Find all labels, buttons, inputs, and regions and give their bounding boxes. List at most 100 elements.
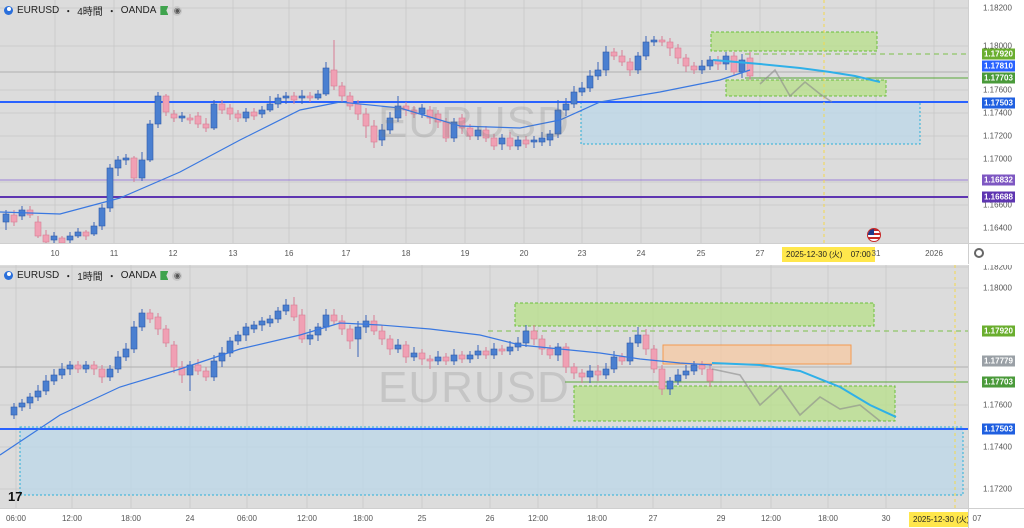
eye-icon[interactable]: ◉ — [172, 270, 183, 281]
tradingview-logo-icon[interactable]: 17 — [8, 489, 23, 504]
price-level-tag: 1.17779 — [982, 355, 1015, 367]
chart-canvas-1h[interactable] — [0, 265, 968, 508]
candle — [538, 335, 546, 355]
settings-gear-icon[interactable] — [974, 248, 984, 258]
candle — [522, 136, 530, 148]
candle-body — [346, 95, 354, 107]
candle-body — [178, 115, 186, 119]
legend-symbol[interactable]: EURUSD — [17, 5, 60, 16]
candle-body — [234, 113, 242, 119]
candle-body — [330, 69, 338, 87]
candle — [554, 343, 562, 361]
candle — [682, 365, 690, 379]
candle-body — [426, 358, 434, 362]
candle — [594, 62, 602, 80]
candle-body — [234, 334, 242, 342]
candle-body — [546, 133, 554, 141]
candle — [250, 108, 258, 120]
candle-body — [370, 125, 378, 143]
price-axis-4h[interactable]: 1.18200 1.18000 1.17600 1.17400 1.17200 1.170… — [968, 0, 1024, 243]
candle — [530, 325, 538, 345]
candle — [170, 341, 178, 373]
candle-body — [50, 374, 58, 382]
candle — [650, 345, 658, 373]
candle — [58, 236, 66, 243]
time-axis-4h[interactable]: 2025-12-30 (火) 07:00 10 11 12 13 16 17 18 19 20 2… — [0, 243, 968, 264]
candle — [698, 60, 706, 74]
time-tick-label: 27 — [648, 514, 658, 523]
candle-body — [178, 366, 186, 376]
candle — [378, 325, 386, 345]
axis-corner-1h[interactable]: 07 — [968, 508, 1024, 528]
time-tick-label: 23 — [577, 249, 587, 258]
candle — [266, 96, 274, 112]
candle-body — [618, 356, 626, 362]
candle-body — [34, 390, 42, 398]
legend-timeframe[interactable]: 1時間 — [77, 272, 103, 283]
time-tick-label: 12:00 — [61, 514, 83, 523]
candle-body — [466, 354, 474, 360]
candle-body — [266, 103, 274, 111]
candle — [538, 132, 546, 146]
axis-corner-4h[interactable] — [968, 243, 1024, 264]
chart-panel-1h[interactable]: EURUSD EURUSD ・ 1時間 ・ OANDA ◉ 17 1.18200… — [0, 265, 1024, 528]
candle — [562, 98, 570, 116]
legend-symbol[interactable]: EURUSD — [17, 270, 60, 281]
candle-body — [82, 364, 90, 370]
candle — [50, 369, 58, 385]
candle-body — [122, 348, 130, 358]
candle-body — [522, 139, 530, 145]
candle — [474, 345, 482, 359]
symbol-logo-icon — [4, 271, 13, 280]
candle-body — [274, 97, 282, 105]
candle-body — [2, 213, 10, 223]
candle-body — [250, 324, 258, 330]
candle — [658, 36, 666, 46]
candle — [706, 56, 714, 70]
candle-body — [578, 372, 586, 378]
eye-icon[interactable]: ◉ — [172, 5, 183, 16]
candle-body — [314, 93, 322, 99]
chart-canvas-4h[interactable] — [0, 0, 968, 243]
candle — [578, 369, 586, 383]
candle-body — [442, 356, 450, 362]
chart-panel-4h[interactable]: EURUSD EURUSD ・ 4時間 ・ OANDA ◉ 1.18200 1.1… — [0, 0, 1024, 264]
candle — [674, 44, 682, 64]
candle — [282, 299, 290, 315]
candle-body — [738, 59, 746, 73]
candle — [58, 363, 66, 379]
time-axis-1h[interactable]: 2025-12-30 (火) 06:00 12:00 18:00 24 06:00 12:… — [0, 508, 974, 528]
legend-broker: OANDA — [120, 270, 157, 281]
price-zone-rectangle — [580, 101, 921, 145]
candle-body — [66, 235, 74, 241]
candle — [410, 347, 418, 361]
legend-timeframe[interactable]: 4時間 — [77, 7, 103, 18]
candle — [570, 86, 578, 108]
candle-body — [394, 344, 402, 350]
candle — [314, 90, 322, 100]
candle — [298, 90, 306, 104]
legend-separator: ・ — [63, 7, 74, 18]
green-flag-icon[interactable] — [160, 6, 169, 15]
candle — [458, 114, 466, 134]
plot-area-1h[interactable]: EURUSD EURUSD ・ 1時間 ・ OANDA ◉ 17 — [0, 265, 968, 508]
candle-body — [258, 320, 266, 326]
time-tick-label: 17 — [341, 249, 351, 258]
price-axis-1h[interactable]: 1.18200 1.18000 1.17600 1.17400 1.17200 1.179… — [968, 265, 1024, 508]
candle-body — [298, 95, 306, 99]
candle-body — [426, 109, 434, 119]
price-level-tag: 1.17703 — [982, 376, 1015, 388]
plot-area-4h[interactable]: EURUSD EURUSD ・ 4時間 ・ OANDA ◉ — [0, 0, 968, 243]
price-level-tag: 1.17920 — [982, 48, 1015, 60]
candle-body — [306, 334, 314, 340]
price-tick-label: 1.18000 — [983, 41, 1012, 51]
candle-body — [242, 111, 250, 119]
price-zone-rectangle — [19, 426, 964, 496]
candle — [474, 126, 482, 140]
candle-body — [154, 316, 162, 330]
time-tick-label: 10 — [50, 249, 60, 258]
us-flag-event-icon[interactable] — [867, 228, 881, 242]
projection-path-gray — [711, 368, 881, 422]
green-flag-icon[interactable] — [160, 271, 169, 280]
price-tick-label: 1.17600 — [983, 85, 1012, 95]
